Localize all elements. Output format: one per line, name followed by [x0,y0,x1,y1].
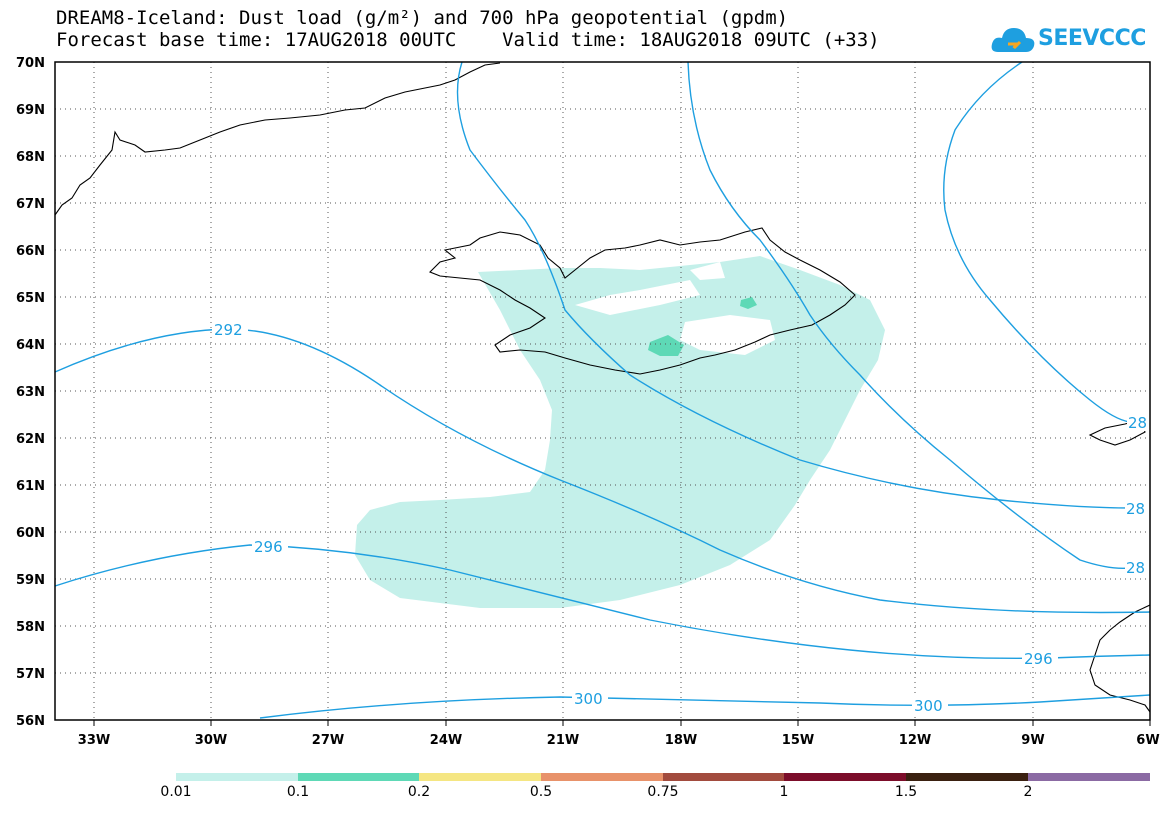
lat-label-56n: 56N [16,714,45,729]
lat-label-64n: 64N [16,338,45,353]
colorbar-label-0.75: 0.75 [647,784,679,800]
dust-gap-2 [575,280,700,315]
colorbar [176,773,1150,781]
greenland-coast [54,62,501,216]
seevccc-logo: SEEVCCC [990,22,1146,58]
scotland-coast [1089,604,1151,713]
colorbar-label-1.5: 1.5 [894,784,918,800]
colorbar-label-0.2: 0.2 [407,784,431,800]
lat-label-61n: 61N [16,479,45,494]
contour-north-1 [456,61,1131,509]
contour-north-2 [687,61,1131,570]
axis-ticks [93,720,1151,726]
colorbar-swatch-8 [1028,773,1150,781]
contour-north-3 [943,61,1131,423]
contour-label-28-a: 28 [1128,414,1147,432]
lon-label-21w: 21W [547,733,579,748]
lat-label-70n: 70N [16,56,45,71]
contour-label-296-east: 296 [1024,650,1053,668]
lat-label-58n: 58N [16,620,45,635]
colorbar-swatch-6 [784,773,906,781]
title-line-1: DREAM8-Iceland: Dust load (g/m²) and 700… [56,7,789,29]
title-line-2: Forecast base time: 17AUG2018 00UTC Vali… [56,29,880,51]
colorbar-swatch-2 [298,773,419,781]
colorbar-swatch-5 [663,773,784,781]
dust-area-high [648,335,684,356]
lon-label-30w: 30W [195,733,227,748]
colorbar-swatch-1 [176,773,298,781]
dust-area-high-2 [740,297,757,309]
lat-label-69n: 69N [16,103,45,118]
dust-gap-1 [680,315,775,355]
colorbar-swatch-3 [419,773,541,781]
logo-text: SEEVCCC [1038,26,1146,51]
colorbar-swatch-4 [541,773,663,781]
contour-label-300-west: 300 [574,690,603,708]
latitude-labels: 70N 69N 68N 67N 66N 65N 64N 63N 62N 61N … [16,56,45,729]
colorbar-label-0.1: 0.1 [286,784,310,800]
lon-label-9w: 9W [1021,733,1044,748]
contour-label-296-west: 296 [254,538,283,556]
map-frame [54,61,1151,721]
lat-label-62n: 62N [16,432,45,447]
lon-label-6w: 6W [1136,733,1159,748]
contour-labels: 292 296 296 300 300 28 28 28 [212,320,1150,715]
coastlines [54,62,1151,713]
contour-label-28-c: 28 [1126,559,1145,577]
colorbar-label-0.5: 0.5 [529,784,553,800]
lat-label-63n: 63N [16,385,45,400]
contour-label-300-east: 300 [914,697,943,715]
lon-label-15w: 15W [782,733,814,748]
geopotential-contours [54,61,1151,719]
longitude-labels: 33W 30W 27W 24W 21W 18W 15W 12W 9W 6W [78,733,1160,748]
lat-label-57n: 57N [16,667,45,682]
lat-label-67n: 67N [16,197,45,212]
lat-label-65n: 65N [16,291,45,306]
dust-gap-3 [690,262,725,280]
faroe-coast [1088,419,1146,446]
colorbar-label-2: 2 [1023,784,1033,800]
lat-label-66n: 66N [16,244,45,259]
lon-label-24w: 24W [430,733,462,748]
contour-label-292: 292 [214,321,243,339]
lat-label-59n: 59N [16,573,45,588]
colorbar-label-1: 1 [779,784,789,800]
lon-label-27w: 27W [312,733,344,748]
cloud-logo-icon [991,28,1035,52]
lon-label-18w: 18W [665,733,697,748]
lon-label-12w: 12W [899,733,931,748]
iceland-coast [429,227,856,375]
lat-label-68n: 68N [16,150,45,165]
contour-label-28-b: 28 [1126,500,1145,518]
colorbar-swatch-7 [906,773,1028,781]
lon-label-33w: 33W [78,733,110,748]
lat-label-60n: 60N [16,526,45,541]
contour-296 [54,544,1151,660]
colorbar-label-0.01: 0.01 [160,784,192,800]
contour-300 [259,694,1151,719]
